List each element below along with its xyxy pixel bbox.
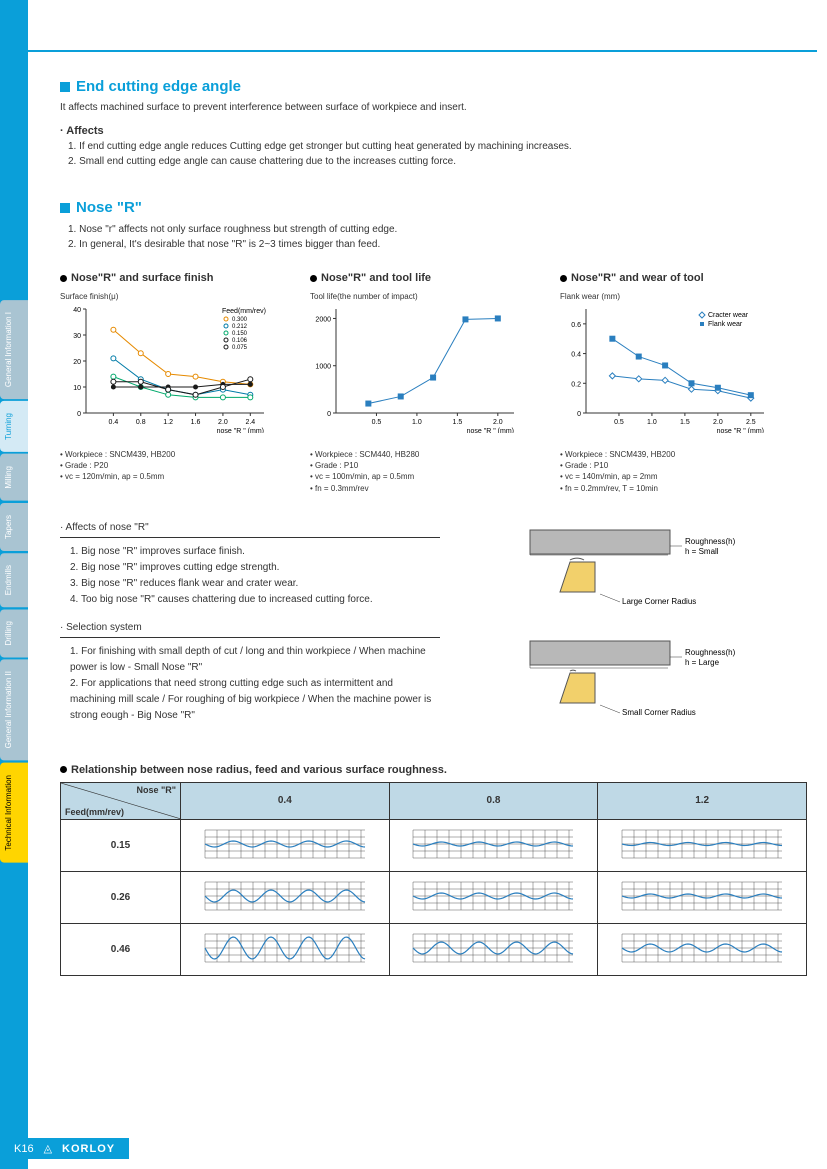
sidebar-tab-general-information-i[interactable]: General Information I — [0, 300, 28, 399]
svg-text:2.0: 2.0 — [493, 419, 503, 426]
chart-notes: • Workpiece : SCM440, HB280• Grade : P10… — [310, 449, 530, 494]
svg-text:1.6: 1.6 — [191, 419, 201, 426]
sidebar-tab-technical-information[interactable]: Technical Information — [0, 763, 28, 863]
relationship-title: Relationship between nose radius, feed a… — [60, 764, 807, 776]
svg-text:2000: 2000 — [315, 316, 331, 323]
svg-text:0.8: 0.8 — [136, 419, 146, 426]
svg-text:2.5: 2.5 — [746, 419, 756, 426]
section1-desc: It affects machined surface to prevent i… — [60, 101, 807, 115]
svg-text:1.5: 1.5 — [680, 419, 690, 426]
svg-text:Feed(mm/rev): Feed(mm/rev) — [222, 308, 266, 315]
brand-logo-icon: ◬ — [44, 1142, 52, 1155]
svg-text:0: 0 — [77, 411, 81, 418]
square-icon — [60, 203, 70, 213]
svg-text:0.5: 0.5 — [372, 419, 382, 426]
svg-text:h = Small: h = Small — [685, 547, 719, 556]
svg-text:30: 30 — [73, 333, 81, 340]
chart-notes: • Workpiece : SNCM439, HB200• Grade : P1… — [560, 449, 780, 494]
svg-text:0.212: 0.212 — [232, 324, 248, 330]
svg-text:Cracter wear: Cracter wear — [708, 312, 749, 319]
page-number: K16 — [14, 1143, 34, 1155]
svg-text:1.0: 1.0 — [412, 419, 422, 426]
selection-items: 1. For finishing with small depth of cut… — [60, 644, 440, 724]
sidebar-tab-milling[interactable]: Milling — [0, 454, 28, 501]
svg-text:0.6: 0.6 — [571, 322, 581, 329]
page-header: Turning — [28, 16, 817, 52]
dot-icon — [310, 275, 317, 282]
sidebar-tab-drilling[interactable]: Drilling — [0, 609, 28, 657]
nose-diagram: Small Corner Radius Roughness(h)h = Large — [520, 633, 740, 723]
chart-0: Nose"R" and surface finishSurface finish… — [60, 272, 280, 494]
content-area: End cutting edge angle It affects machin… — [60, 78, 807, 976]
page-title: Turning — [28, 16, 817, 44]
nose-diagram: Large Corner Radius Roughness(h)h = Small — [520, 522, 740, 612]
svg-text:0.5: 0.5 — [614, 419, 624, 426]
affects-selection-text: · Affects of nose "R" 1. Big nose "R" im… — [60, 522, 440, 744]
selection-title: · Selection system — [60, 622, 440, 633]
svg-text:1.2: 1.2 — [163, 419, 173, 426]
svg-text:nose "R " (mm): nose "R " (mm) — [717, 428, 764, 433]
brand-name: KORLOY — [62, 1143, 115, 1155]
relationship-table: Nose "R"Feed(mm/rev)0.40.81.20.150.260.4… — [60, 782, 807, 976]
svg-text:10: 10 — [73, 385, 81, 392]
page-footer: K16 ◬ KORLOY — [0, 1138, 129, 1159]
svg-text:1.0: 1.0 — [647, 419, 657, 426]
svg-text:0.4: 0.4 — [109, 419, 119, 426]
section-nose-r-title: Nose "R" — [60, 199, 807, 216]
sidebar-tab-tapers[interactable]: Tapers — [0, 503, 28, 551]
svg-text:Roughness(h): Roughness(h) — [685, 648, 736, 657]
section-end-cutting-title: End cutting edge angle — [60, 78, 807, 95]
sidebar-tabs: General Information ITurningMillingTaper… — [0, 300, 28, 864]
sidebar-tab-general-information-ii[interactable]: General Information II — [0, 659, 28, 760]
svg-text:0.4: 0.4 — [571, 352, 581, 359]
chart-1: Nose"R" and tool lifeTool life(the numbe… — [310, 272, 530, 494]
dot-icon — [60, 766, 67, 773]
svg-text:0.150: 0.150 — [232, 331, 248, 337]
affects-nose-items: 1. Big nose "R" improves surface finish.… — [60, 544, 440, 608]
square-icon — [60, 82, 70, 92]
svg-text:h = Large: h = Large — [685, 658, 720, 667]
diagram-column: Large Corner RadiusRoughness(h)h = Small… — [520, 522, 740, 744]
svg-text:20: 20 — [73, 359, 81, 366]
svg-text:0.106: 0.106 — [232, 338, 248, 344]
svg-text:0: 0 — [327, 411, 331, 418]
sidebar-tab-endmills[interactable]: Endmills — [0, 553, 28, 607]
svg-text:Large Corner Radius: Large Corner Radius — [622, 597, 696, 606]
dot-icon — [60, 275, 67, 282]
svg-text:nose "R " (mm): nose "R " (mm) — [467, 428, 514, 433]
chart-svg: 0 1000 2000 0.5 1.0 1.5 2.0 nose "R " (mm) — [310, 303, 520, 433]
sidebar-tab-turning[interactable]: Turning — [0, 401, 28, 452]
svg-text:0.075: 0.075 — [232, 345, 248, 351]
svg-text:Flank wear: Flank wear — [708, 321, 743, 328]
affects-selection-row: · Affects of nose "R" 1. Big nose "R" im… — [60, 522, 807, 744]
svg-text:2.4: 2.4 — [245, 419, 255, 426]
nose-r-list: 1. Nose "r" affects not only surface rou… — [68, 222, 807, 252]
svg-text:1.5: 1.5 — [452, 419, 462, 426]
svg-text:1000: 1000 — [315, 364, 331, 371]
svg-text:2.0: 2.0 — [218, 419, 228, 426]
svg-text:Roughness(h): Roughness(h) — [685, 537, 736, 546]
chart-svg: 0 0.2 0.4 0.6 0.5 1.0 1.5 2.0 2.5 nose "R " (mm) C… — [560, 303, 770, 433]
affects-label: · Affects — [60, 125, 807, 137]
svg-text:0.2: 0.2 — [571, 381, 581, 388]
svg-text:2.0: 2.0 — [713, 419, 723, 426]
affects-nose-title: · Affects of nose "R" — [60, 522, 440, 533]
svg-text:0: 0 — [577, 411, 581, 418]
svg-text:0.300: 0.300 — [232, 317, 248, 323]
svg-text:Small Corner Radius: Small Corner Radius — [622, 708, 696, 717]
dot-icon — [560, 275, 567, 282]
chart-2: Nose"R" and wear of toolFlank wear (mm)0… — [560, 272, 780, 494]
chart-svg: 0 10 20 30 40 0.4 0.8 1.2 1.6 2.0 2.4 nose "R " (mm… — [60, 303, 270, 433]
charts-row: Nose"R" and surface finishSurface finish… — [60, 272, 807, 494]
svg-text:40: 40 — [73, 307, 81, 314]
affects-list: 1. If end cutting edge angle reduces Cut… — [68, 139, 807, 169]
header-rule — [28, 50, 817, 52]
svg-text:nose "R " (mm): nose "R " (mm) — [217, 428, 264, 433]
chart-notes: • Workpiece : SNCM439, HB200• Grade : P2… — [60, 449, 280, 483]
